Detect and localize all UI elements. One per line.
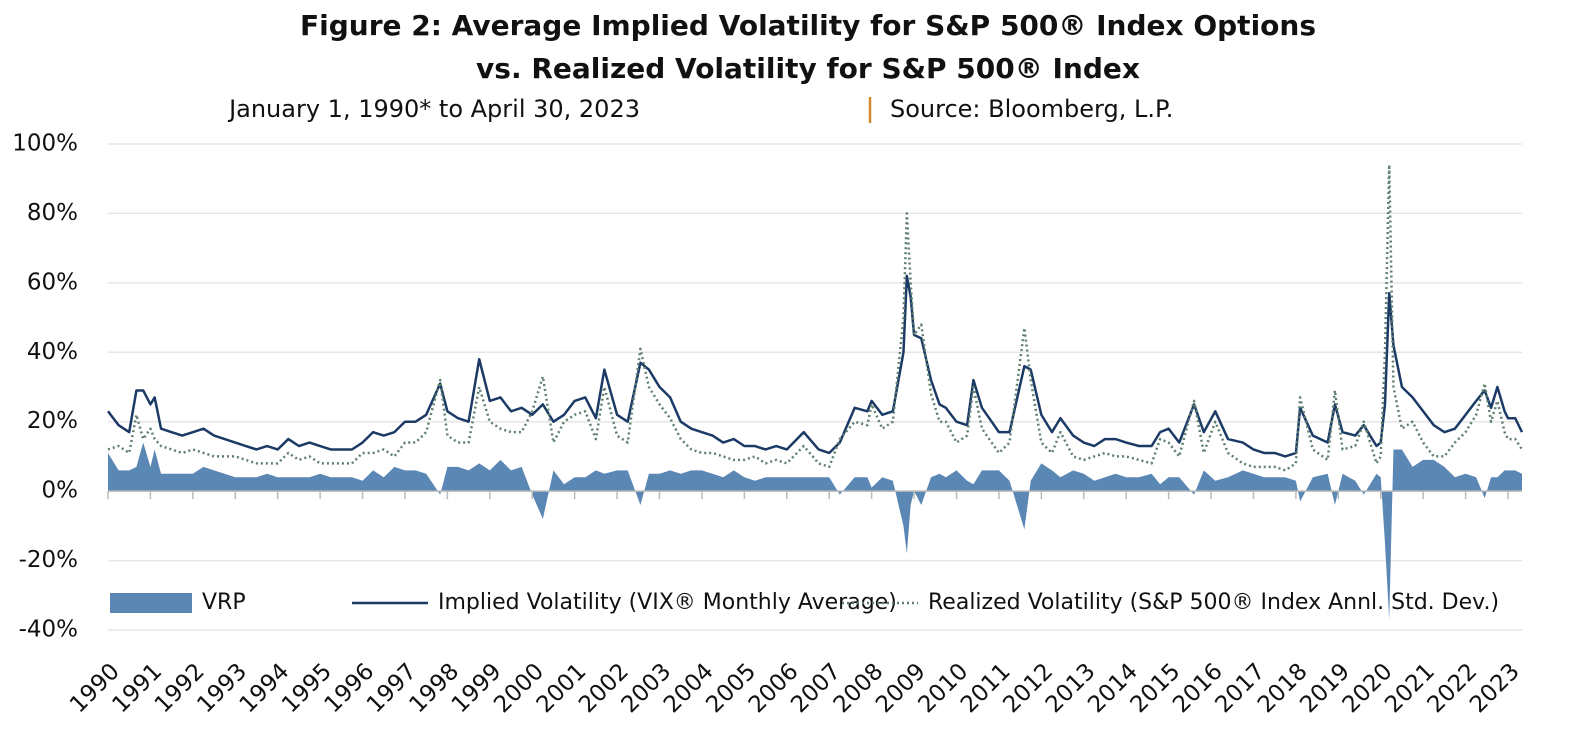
chart-title: vs. Realized Volatility for S&P 500® Ind… bbox=[476, 52, 1140, 85]
y-tick-label: -20% bbox=[19, 547, 78, 573]
legend-label: Realized Volatility (S&P 500® Index Annl… bbox=[928, 590, 1499, 615]
chart-subtitle: January 1, 1990* to April 30, 2023 bbox=[227, 95, 640, 123]
chart-subtitle: Source: Bloomberg, L.P. bbox=[890, 95, 1173, 123]
legend-label: VRP bbox=[202, 590, 246, 615]
legend: VRP Implied Volatility (VIX® Monthly Aver… bbox=[110, 590, 1499, 615]
y-tick-label: 20% bbox=[27, 408, 78, 434]
x-tick-label: 2023 bbox=[1465, 658, 1525, 718]
line bbox=[107, 163, 1524, 472]
legend-label: Implied Volatility (VIX® Monthly Average… bbox=[438, 590, 897, 615]
y-tick-label: 80% bbox=[27, 200, 78, 226]
y-tick-label: -40% bbox=[19, 617, 78, 643]
grid bbox=[108, 143, 1522, 631]
y-tick-label: 0% bbox=[42, 478, 79, 504]
legend-swatch bbox=[110, 593, 192, 613]
y-tick-label: 40% bbox=[27, 339, 78, 365]
plot-area bbox=[107, 163, 1524, 620]
chart-title: Figure 2: Average Implied Volatility for… bbox=[300, 9, 1316, 42]
y-tick-label: 60% bbox=[27, 269, 78, 295]
area bbox=[108, 442, 1522, 620]
line bbox=[107, 274, 1524, 458]
y-tick-label: 100% bbox=[12, 131, 78, 157]
